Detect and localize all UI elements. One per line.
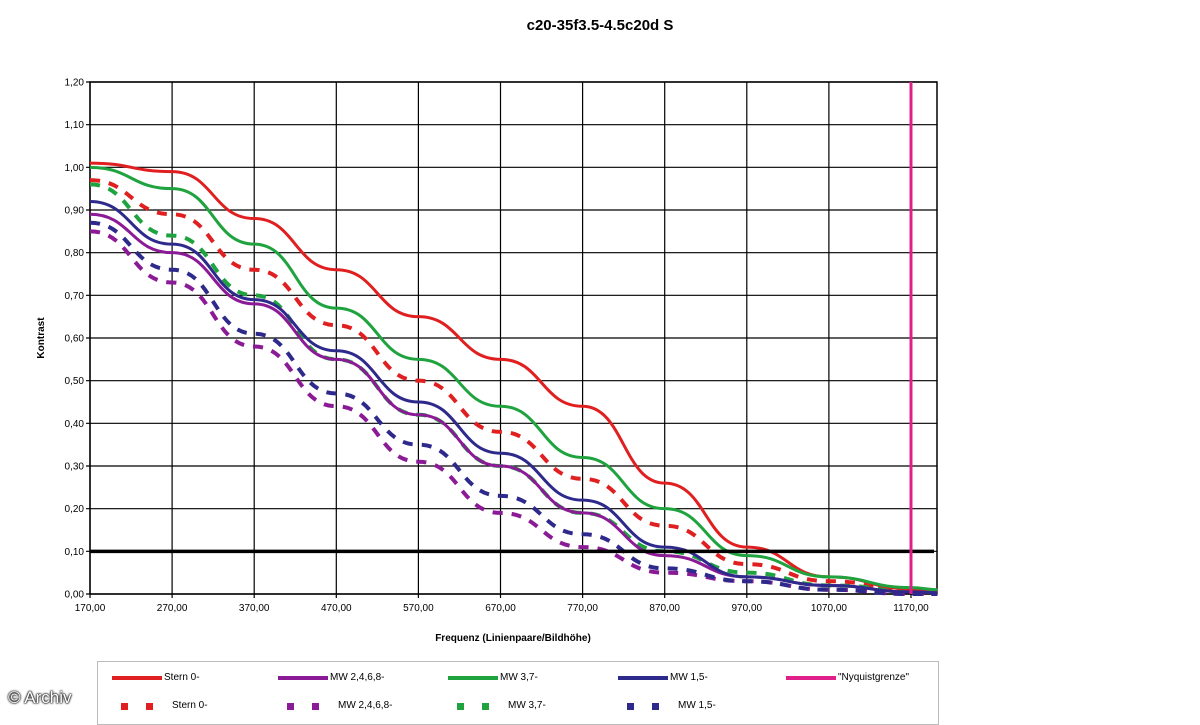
legend-swatch-dashed	[618, 702, 668, 710]
x-tick-label: 670,00	[485, 603, 516, 614]
legend-swatch-dashed	[278, 702, 328, 710]
legend-swatch-dashed	[112, 702, 162, 710]
legend-label: Stern 0-	[164, 672, 200, 683]
legend-label: MW 3,7-	[508, 700, 546, 711]
legend-swatch	[448, 675, 498, 680]
reference-lines	[90, 82, 934, 594]
legend-item-stern-dashed: Stern 0-	[112, 700, 208, 711]
x-tick-label: 370,00	[239, 603, 270, 614]
x-tick-label: 1170,00	[893, 603, 929, 614]
legend-label: Stern 0-	[172, 700, 208, 711]
y-tick-label: 0,20	[65, 504, 85, 515]
legend-item-mw15-solid: MW 1,5-	[618, 672, 708, 683]
y-tick-label: 1,00	[65, 163, 85, 174]
series-lines	[89, 161, 938, 596]
x-tick-label: 470,00	[321, 603, 352, 614]
legend-item-mw37-dashed: MW 3,7-	[448, 700, 546, 711]
legend-item-mw2468-dashed: MW 2,4,6,8-	[278, 700, 392, 711]
y-tick-label: 0,30	[65, 462, 85, 473]
y-tick-labels: 0,00 0,10 0,20 0,30 0,40 0,50 0,60 0,70 0,80 0,90…	[65, 78, 85, 601]
series-solid-mw-3-7	[89, 165, 938, 592]
y-tick-label: 0,10	[65, 547, 85, 558]
legend: Stern 0- MW 2,4,6,8- MW 3,7- MW 1,5- "Ny…	[97, 661, 939, 725]
legend-item-mw2468-solid: MW 2,4,6,8-	[278, 672, 384, 683]
y-tick-label: 0,70	[65, 291, 85, 302]
x-tick-label: 270,00	[157, 603, 188, 614]
legend-item-mw37-solid: MW 3,7-	[448, 672, 538, 683]
legend-swatch	[786, 675, 836, 680]
x-tick-label: 170,00	[75, 603, 106, 614]
legend-swatch	[112, 675, 162, 680]
x-tick-label: 570,00	[403, 603, 434, 614]
legend-item-mw15-dashed: MW 1,5-	[618, 700, 716, 711]
grid	[86, 81, 938, 598]
y-axis-label: Kontrast	[36, 317, 47, 359]
y-tick-label: 0,60	[65, 334, 85, 345]
legend-label: MW 1,5-	[670, 672, 708, 683]
series-dashed-stern-0	[89, 178, 938, 594]
legend-item-stern-solid: Stern 0-	[112, 672, 200, 683]
y-tick-label: 0,00	[65, 590, 85, 601]
legend-item-nyquist: "Nyquistgrenze"	[786, 672, 909, 683]
legend-label: MW 3,7-	[500, 672, 538, 683]
y-tick-label: 0,80	[65, 248, 85, 259]
y-tick-label: 0,50	[65, 376, 85, 387]
legend-label: MW 2,4,6,8-	[338, 700, 393, 711]
y-tick-label: 0,40	[65, 419, 85, 430]
series-solid-mw-1-5	[89, 199, 938, 595]
chart-title: c20-35f3.5-4.5c20d S	[527, 17, 674, 34]
legend-label: MW 2,4,6,8-	[330, 672, 385, 683]
legend-label: "Nyquistgrenze"	[838, 672, 910, 683]
legend-label: MW 1,5-	[678, 700, 716, 711]
legend-swatch	[618, 675, 668, 680]
copyright-watermark: © Archiv	[8, 688, 72, 707]
y-tick-label: 1,20	[65, 78, 85, 89]
x-tick-label: 770,00	[567, 603, 598, 614]
x-axis-label: Frequenz (Linienpaare/Bildhöhe)	[435, 633, 591, 644]
x-tick-label: 970,00	[732, 603, 763, 614]
x-tick-label: 870,00	[649, 603, 680, 614]
legend-swatch-dashed	[448, 702, 498, 710]
x-tick-labels: 170,00 270,00 370,00 470,00 570,00 670,00 770,…	[75, 603, 929, 614]
legend-swatch	[278, 675, 328, 680]
y-tick-label: 0,90	[65, 206, 85, 217]
y-tick-label: 1,10	[65, 120, 85, 131]
series-dashed-mw-1-5	[89, 220, 938, 596]
x-tick-label: 1070,00	[811, 603, 848, 614]
